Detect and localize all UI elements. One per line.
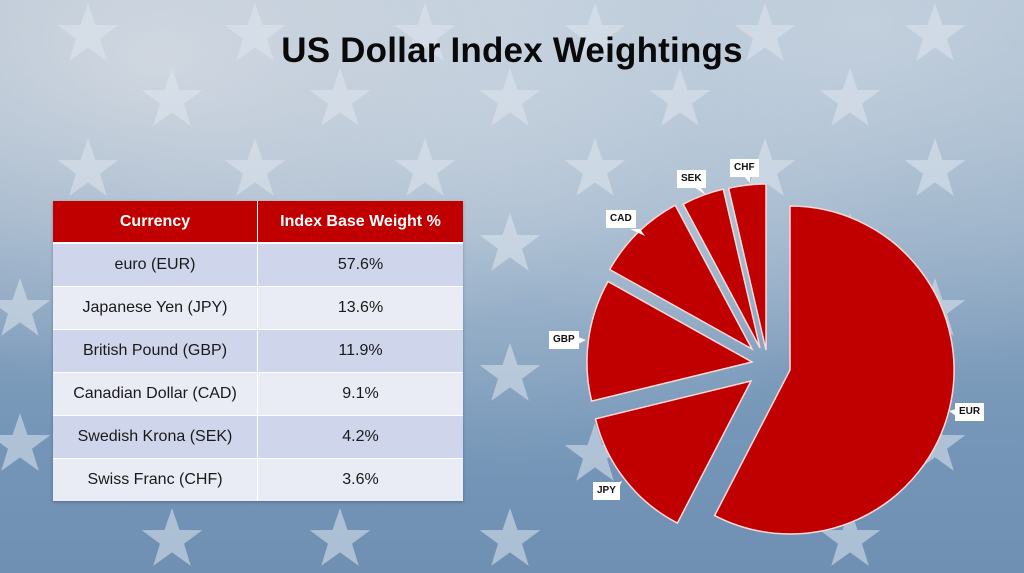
currency-cell: Swiss Franc (CHF) [53, 458, 258, 501]
currency-cell: Swedish Krona (SEK) [53, 415, 258, 459]
table-row: British Pound (GBP) 11.9% [53, 329, 463, 373]
pie-label-cad: CAD [606, 210, 636, 228]
column-header-weight: Index Base Weight % [257, 201, 463, 244]
pie-label-gbp: GBP [549, 331, 579, 349]
page-title: US Dollar Index Weightings [281, 31, 743, 70]
currency-cell: euro (EUR) [53, 242, 258, 287]
pie-slice-cad [608, 204, 754, 351]
table-row: Canadian Dollar (CAD) 9.1% [53, 372, 463, 416]
pie-label-sek: SEK [677, 170, 706, 188]
table-row: Swiss Franc (CHF) 3.6% [53, 458, 463, 501]
table-row: euro (EUR) 57.6% [53, 242, 463, 287]
pie-slice-sek [682, 188, 761, 349]
currency-cell: Japanese Yen (JPY) [53, 286, 258, 330]
weight-cell: 4.2% [257, 415, 463, 459]
weight-cell: 3.6% [257, 458, 463, 501]
currency-cell: Canadian Dollar (CAD) [53, 372, 258, 416]
table-row: Japanese Yen (JPY) 13.6% [53, 286, 463, 330]
currency-cell: British Pound (GBP) [53, 329, 258, 373]
table-header-row: Currency Index Base Weight % [53, 201, 463, 244]
column-header-currency: Currency [53, 201, 258, 244]
weight-cell: 11.9% [257, 329, 463, 373]
pie-label-chf: CHF [730, 159, 759, 177]
pie-slice-gbp [586, 280, 755, 403]
currency-weight-table: Currency Index Base Weight % euro (EUR) … [53, 201, 463, 501]
weight-cell: 13.6% [257, 286, 463, 330]
weight-cell: 9.1% [257, 372, 463, 416]
pie-slice-chf [727, 183, 767, 351]
pie-label-eur: EUR [955, 403, 985, 421]
weight-cell: 57.6% [257, 242, 463, 287]
pie-slice-jpy [594, 379, 753, 525]
pie-label-jpy: JPY [593, 482, 620, 500]
table-row: Swedish Krona (SEK) 4.2% [53, 415, 463, 459]
pie-slice-eur [713, 205, 955, 535]
